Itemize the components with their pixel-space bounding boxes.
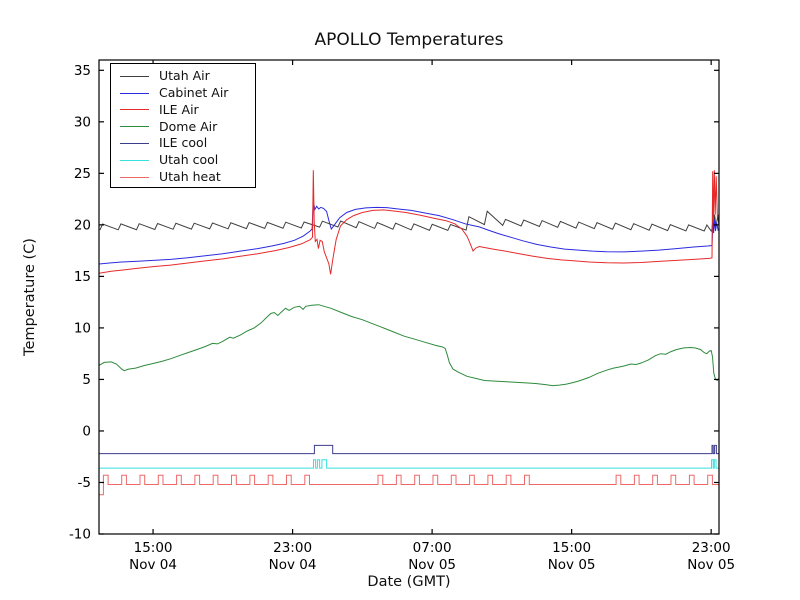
legend-line-swatch	[120, 126, 149, 128]
x-tick-date-label: Nov 05	[548, 557, 596, 573]
y-tick-label: -10	[69, 527, 91, 543]
plot-frame	[98, 59, 720, 535]
legend-label: Utah Air	[159, 68, 210, 84]
series-line-dome-air	[99, 304, 719, 387]
y-tick-label: 30	[74, 114, 91, 130]
legend-item-ile-cool: ILE cool	[111, 135, 255, 152]
y-tick-label: 0	[82, 423, 91, 439]
series-line-ile-cool	[99, 444, 719, 455]
y-axis: 35 30 25 20 15 10 5 0 -5 -10	[69, 63, 719, 543]
legend-item-utah-heat: Utah heat	[111, 169, 255, 186]
y-tick-label: 35	[74, 63, 91, 79]
series-line-utah-cool	[99, 459, 719, 469]
legend-item-ile-air: ILE Air	[111, 102, 255, 119]
legend-label: Cabinet Air	[159, 84, 229, 100]
series-line-cabinet-air	[99, 201, 719, 265]
legend-line-swatch	[120, 143, 149, 145]
x-tick-date-label: Nov 04	[129, 557, 177, 573]
x-tick-date-label: Nov 05	[687, 557, 735, 573]
legend-item-cabinet-air: Cabinet Air	[111, 85, 255, 102]
y-tick-label: 25	[74, 166, 91, 182]
legend-label: ILE Air	[159, 101, 199, 117]
legend-label: ILE cool	[159, 135, 208, 151]
x-tick-time-label: 23:00	[273, 540, 312, 556]
legend-item-dome-air: Dome Air	[111, 118, 255, 135]
x-tick-time-label: 15:00	[134, 540, 173, 556]
y-tick-label: 15	[74, 269, 91, 285]
y-axis-label: Temperature (C)	[22, 238, 38, 356]
x-tick-date-label: Nov 05	[408, 557, 456, 573]
x-tick-time-label: 15:00	[552, 540, 591, 556]
y-tick-label: -5	[78, 475, 91, 491]
chart-title: APOLLO Temperatures	[314, 30, 504, 50]
legend-line-swatch	[120, 109, 149, 111]
legend-item-utah-cool: Utah cool	[111, 152, 255, 169]
x-tick-time-label: 07:00	[413, 540, 452, 556]
legend-label: Utah heat	[159, 168, 221, 184]
x-axis-label: Date (GMT)	[367, 574, 451, 590]
y-tick-label: 10	[74, 320, 91, 336]
legend-line-swatch	[120, 92, 149, 94]
series-group	[99, 170, 719, 496]
series-line-utah-heat	[99, 474, 719, 496]
legend-line-swatch	[120, 75, 149, 77]
series-line-ile-air	[99, 170, 719, 275]
x-tick-time-label: 23:00	[692, 540, 731, 556]
y-tick-label: 20	[74, 217, 91, 233]
legend-item-utah-air: Utah Air	[111, 68, 255, 85]
legend-label: Utah cool	[159, 152, 219, 168]
series-line-utah-air	[99, 210, 719, 233]
legend-line-swatch	[120, 176, 149, 178]
legend-line-swatch	[120, 159, 149, 161]
legend-label: Dome Air	[159, 118, 218, 134]
legend: Utah Air Cabinet Air ILE Air Dome Air ILE co…	[110, 63, 256, 188]
y-tick-label: 5	[82, 372, 91, 388]
x-tick-date-label: Nov 04	[269, 557, 317, 573]
